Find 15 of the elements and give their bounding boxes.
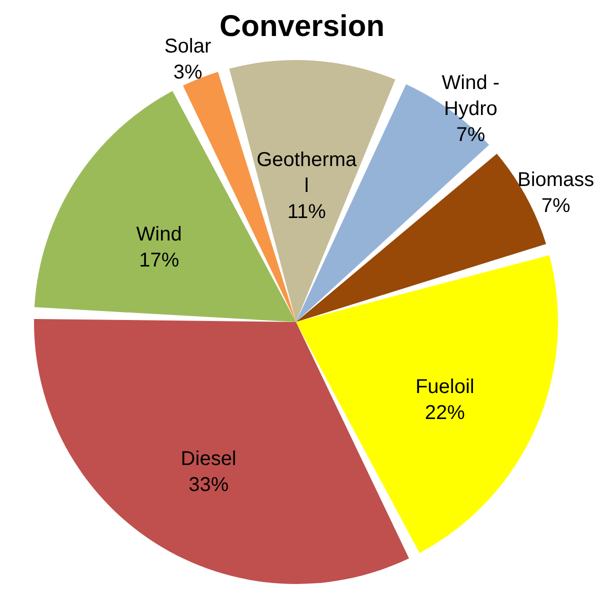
slice-label: Geothermal [256,148,358,197]
data-label: 22% [424,402,466,424]
chart-title: Conversion [219,10,385,43]
data-label: 17% [139,250,180,272]
data-label: 7% [456,124,486,146]
data-label: 11% [287,200,326,223]
data-label: 3% [173,61,202,84]
slice-label: Wind [136,224,182,246]
data-label: 7% [541,195,570,218]
slice-label: Biomass [517,169,594,192]
slice-label: Fueloil [415,376,474,398]
slice-label: Wind - Hydro [442,72,500,120]
slice-label: Solar [164,35,212,58]
slice-label: Diesel [180,448,236,470]
data-label: 33% [188,474,229,496]
